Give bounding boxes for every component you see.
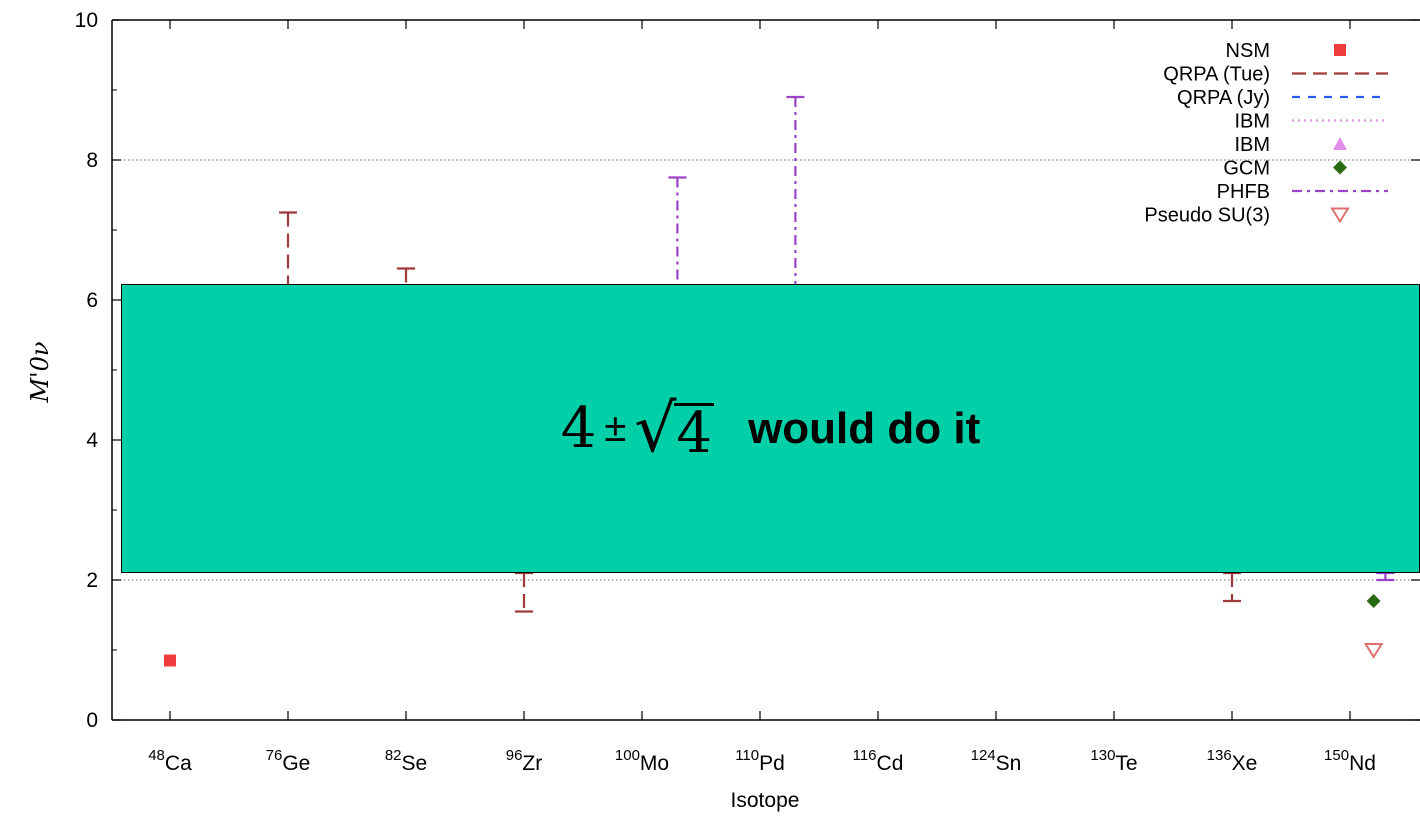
isotope-element: Te — [1115, 752, 1137, 775]
x-tick-label: 82Se — [385, 747, 427, 775]
x-axis-title: Isotope — [731, 789, 800, 812]
x-tick-label: 130Te — [1090, 747, 1137, 775]
data-point — [164, 654, 176, 667]
legend-label: Pseudo SU(3) — [1144, 205, 1270, 227]
isotope-mass-number: 76 — [266, 747, 283, 764]
data-point — [1363, 643, 1384, 659]
formula-plus-minus: ± — [604, 406, 627, 450]
legend-label: NSM — [1226, 40, 1270, 62]
isotope-mass-number: 136 — [1207, 747, 1232, 764]
legend-label: QRPA (Tue) — [1163, 64, 1270, 86]
x-tick-label: 110Pd — [735, 747, 785, 775]
isotope-mass-number: 96 — [506, 747, 523, 764]
x-tick-label: 96Zr — [506, 747, 543, 775]
legend-swatch — [1334, 44, 1346, 56]
legend-label: IBM — [1234, 134, 1270, 156]
y-tick-label: 0 — [86, 709, 98, 732]
x-tick-label: 124Sn — [971, 747, 1022, 775]
isotope-mass-number: 100 — [615, 747, 640, 764]
isotope-element: Ge — [282, 752, 310, 775]
y-tick-label: 2 — [86, 569, 98, 592]
x-tick-label: 116Cd — [853, 747, 904, 775]
legend-swatch — [1333, 137, 1347, 150]
legend-swatch — [1330, 207, 1350, 224]
isotope-element: Nd — [1349, 752, 1376, 775]
overlay-text: would do it — [748, 403, 981, 453]
data-point — [1366, 594, 1381, 608]
isotope-element: Zr — [522, 752, 542, 775]
legend-label: PHFB — [1217, 181, 1270, 203]
y-axis-title: M'0ν — [26, 341, 54, 403]
formula-sqrt: √ 4 — [634, 389, 715, 467]
isotope-element: Pd — [759, 752, 785, 775]
y-tick-label: 4 — [86, 429, 98, 452]
x-tick-label: 48Ca — [148, 747, 192, 775]
isotope-element: Se — [402, 752, 428, 775]
isotope-mass-number: 124 — [971, 747, 996, 764]
axis-ticks: 0 2 4 6 8 10 48Ca 76Ge 82Se 96Zr 100Mo 110Pd 116Cd 12… — [75, 9, 1420, 775]
legend-label: IBM — [1234, 111, 1270, 133]
sqrt-sign-icon: √ — [634, 389, 677, 467]
isotope-mass-number: 116 — [853, 747, 877, 764]
x-tick-label: 100Mo — [615, 747, 669, 775]
isotope-mass-number: 48 — [148, 747, 165, 764]
isotope-mass-number: 150 — [1324, 747, 1349, 764]
legend-swatch — [1333, 160, 1347, 175]
y-tick-label: 8 — [86, 149, 98, 172]
isotope-element: Cd — [877, 752, 904, 775]
isotope-element: Xe — [1232, 752, 1258, 775]
legend-label: GCM — [1223, 158, 1270, 180]
isotope-mass-number: 82 — [385, 747, 402, 764]
formula-radicand: 4 — [674, 400, 715, 466]
isotope-element: Sn — [996, 752, 1022, 775]
overlay-box: 4 ± √ 4 would do it — [121, 284, 1420, 573]
x-tick-label: 136Xe — [1207, 747, 1258, 775]
y-tick-label: 10 — [75, 9, 98, 32]
isotope-mass-number: 110 — [735, 747, 759, 764]
y-tick-label: 6 — [86, 289, 98, 312]
legend-label: QRPA (Jy) — [1177, 87, 1270, 109]
formula-base: 4 — [560, 396, 597, 461]
isotope-element: Ca — [165, 752, 192, 775]
overlay-formula: 4 ± √ 4 — [560, 389, 715, 467]
x-tick-label: 150Nd — [1324, 747, 1376, 775]
x-tick-label: 76Ge — [266, 747, 311, 775]
isotope-mass-number: 130 — [1090, 747, 1115, 764]
isotope-element: Mo — [640, 752, 669, 775]
